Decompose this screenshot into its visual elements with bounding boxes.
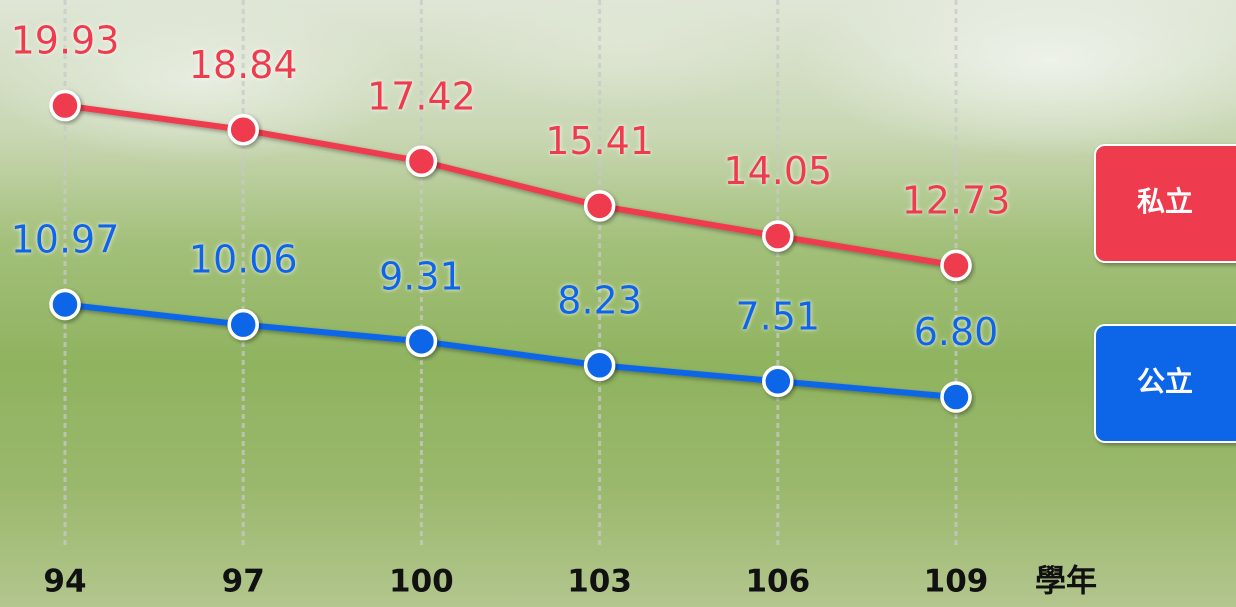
legend-label: 公立 xyxy=(1137,365,1193,398)
data-point xyxy=(586,351,614,379)
data-label: 12.73 xyxy=(902,178,1011,222)
data-point xyxy=(764,222,792,250)
x-tick-label: 103 xyxy=(567,564,632,600)
data-point xyxy=(229,116,257,144)
data-label: 10.06 xyxy=(189,238,298,282)
series-line xyxy=(65,304,956,397)
x-axis-label: 學年 xyxy=(1035,564,1097,600)
data-label: 8.23 xyxy=(557,278,642,322)
data-point xyxy=(586,192,614,220)
x-tick-label: 97 xyxy=(222,564,265,600)
chart-background: 94 97 100 103 106 109 學年 19.93 18.84 17.42 15.41 14… xyxy=(0,0,1236,607)
data-point xyxy=(942,383,970,411)
legend-label: 私立 xyxy=(1137,185,1193,218)
x-tick-label: 100 xyxy=(389,564,454,600)
x-tick-label: 109 xyxy=(924,564,989,600)
data-label: 18.84 xyxy=(189,43,298,87)
data-label: 6.80 xyxy=(914,310,999,354)
data-point xyxy=(942,251,970,279)
data-label: 9.31 xyxy=(379,254,464,298)
data-label: 10.97 xyxy=(11,217,120,261)
data-label: 19.93 xyxy=(11,19,120,63)
data-point xyxy=(764,367,792,395)
data-label: 7.51 xyxy=(735,294,820,338)
data-point xyxy=(407,147,435,175)
x-tick-label: 106 xyxy=(745,564,810,600)
chart: 94 97 100 103 106 109 學年 19.93 18.84 17.42 15.41 14… xyxy=(0,0,1236,607)
x-tick-label: 94 xyxy=(43,564,86,600)
data-point xyxy=(51,290,79,318)
data-point xyxy=(51,92,79,120)
data-label: 15.41 xyxy=(545,119,654,163)
data-label: 17.42 xyxy=(367,74,476,118)
data-label: 14.05 xyxy=(723,149,832,193)
data-point xyxy=(229,311,257,339)
data-point xyxy=(407,327,435,355)
